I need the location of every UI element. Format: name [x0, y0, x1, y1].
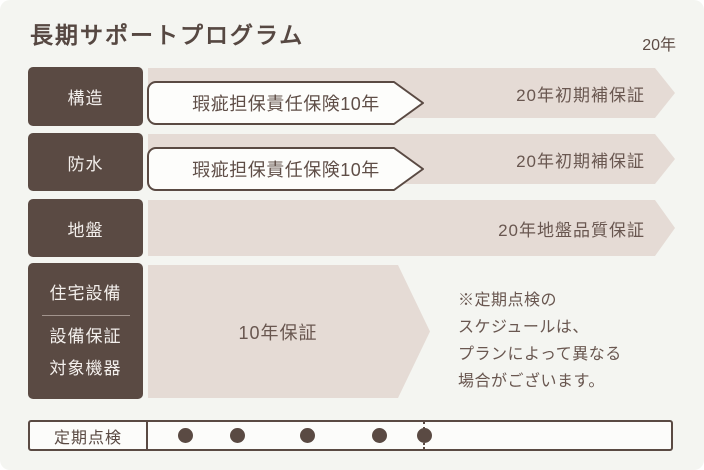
row-label-ground: 地盤 — [28, 199, 143, 257]
arrow-box-shape-icon — [147, 81, 424, 125]
note-line: 場合がございます。 — [458, 373, 605, 390]
note-line: ※定期点検の — [458, 292, 558, 309]
insurance-badge-waterproof-text: 瑕疵担保責任保険10年 — [192, 160, 380, 180]
row-label-equipment-line3: 対象機器 — [49, 358, 122, 378]
timeline-end-label: 20年 — [642, 37, 676, 54]
inspection-dot-icon — [230, 428, 245, 443]
warranty-bar-waterproof-text: 20年初期補保証 — [516, 151, 645, 171]
row-label-equipment: 住宅設備 設備保証 対象機器 — [28, 263, 143, 399]
insurance-badge-structure-text: 瑕疵担保責任保険10年 — [192, 94, 380, 114]
warranty-bar-structure-text: 20年初期補保証 — [516, 85, 645, 105]
warranty-bar-equipment: 10年保証 — [148, 265, 430, 398]
inspection-dot-icon — [300, 428, 315, 443]
inspection-label: 定期点検 — [30, 422, 148, 449]
label-divider — [41, 314, 130, 316]
warranty-bar-ground-text: 20年地盤品質保証 — [498, 220, 645, 240]
note-line: スケジュールは、 — [458, 319, 589, 336]
page-title: 長期サポートプログラム — [30, 23, 305, 48]
row-label-structure-text: 構造 — [67, 89, 104, 108]
row-label-waterproof: 防水 — [28, 133, 143, 191]
row-label-structure: 構造 — [28, 67, 143, 126]
insurance-badge-waterproof: 瑕疵担保責任保険10年 — [147, 147, 425, 191]
inspection-dot-icon — [417, 428, 432, 443]
insurance-badge-structure: 瑕疵担保責任保険10年 — [147, 81, 425, 125]
note-line: プランによって異なる — [458, 346, 622, 363]
arrow-box-shape-icon — [147, 147, 424, 191]
row-label-equipment-line1: 住宅設備 — [49, 283, 122, 303]
inspection-dot-icon — [372, 428, 387, 443]
inspection-dot-icon — [178, 428, 193, 443]
inspection-label-text: 定期点検 — [53, 429, 122, 447]
row-label-waterproof-text: 防水 — [67, 154, 104, 174]
inspection-timeline-box: 定期点検 — [28, 420, 673, 451]
row-label-equipment-line2: 設備保証 — [49, 326, 122, 346]
warranty-bar-equipment-text: 10年保証 — [238, 322, 318, 343]
inspection-schedule-note: ※定期点検の スケジュールは、 プランによって異なる 場合がございます。 — [458, 287, 622, 395]
inspection-track — [148, 422, 671, 449]
row-label-ground-text: 地盤 — [67, 220, 104, 240]
warranty-bar-ground: 20年地盤品質保証 — [148, 200, 675, 256]
